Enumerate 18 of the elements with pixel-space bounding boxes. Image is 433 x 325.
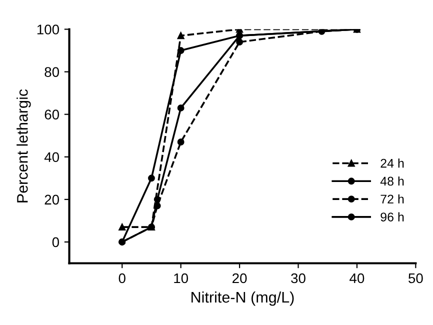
y-tick-label: 20 [44, 194, 60, 205]
x-tick-label: 20 [232, 273, 247, 284]
y-tick-label: 0 [52, 237, 60, 248]
legend-label: 96 h [380, 212, 404, 222]
legend-label: 72 h [380, 194, 404, 204]
x-tick-label: 10 [174, 273, 188, 284]
x-axis-title: Nitrite-N (mg/L) [192, 291, 294, 306]
y-axis-title: Percent lethargic [16, 89, 31, 202]
legend-label: 48 h [380, 176, 404, 186]
y-tick-label: 60 [44, 110, 60, 120]
y-tick-label: 100 [37, 24, 60, 34]
x-tick-label: 30 [291, 273, 306, 284]
y-tick-label: 80 [44, 67, 60, 77]
x-tick-label: 50 [408, 273, 423, 284]
y-tick-label: 40 [44, 152, 60, 162]
x-tick-label: 40 [350, 273, 364, 284]
x-tick-label: 0 [118, 273, 126, 284]
legend-label: 24 h [380, 158, 404, 168]
